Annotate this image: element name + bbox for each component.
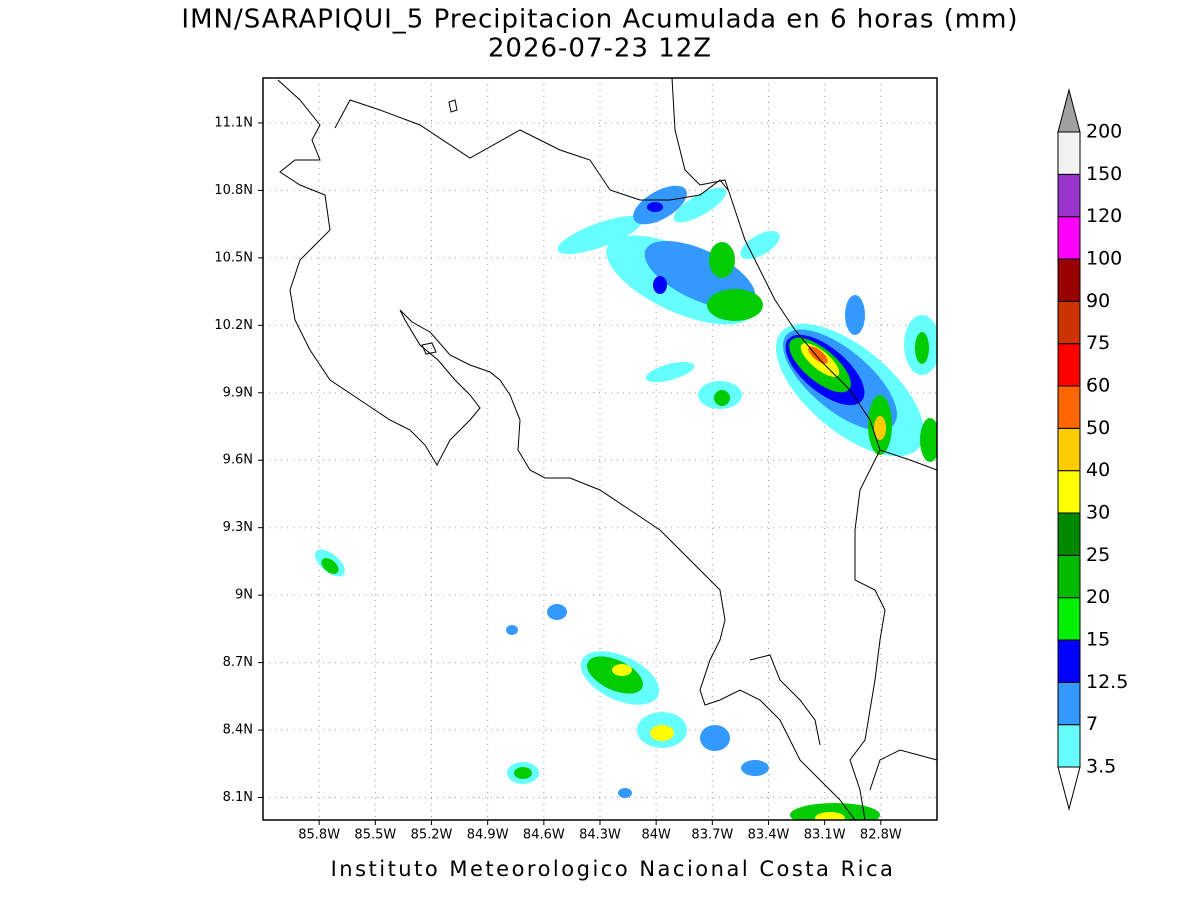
x-tick-label: 84.3W <box>579 828 621 843</box>
colorbar-label: 75 <box>1086 332 1110 354</box>
x-tick-label: 83.1W <box>804 828 846 843</box>
y-tick-label: 10.2N <box>214 318 253 333</box>
x-tick-label: 83.4W <box>748 828 790 843</box>
x-tick-label: 83.7W <box>691 828 733 843</box>
x-tick-label: 84.9W <box>467 828 509 843</box>
x-tick-label: 84W <box>641 828 671 843</box>
colorbar-over <box>1057 88 1081 133</box>
colorbar-label: 120 <box>1086 205 1122 227</box>
y-tick-label: 9.6N <box>223 453 253 468</box>
colorbar-box <box>1057 427 1081 472</box>
colorbar-under <box>1057 766 1081 811</box>
x-tick-label: 85.5W <box>354 828 396 843</box>
colorbar-box <box>1057 597 1081 641</box>
y-tick-label: 10.5N <box>214 250 253 265</box>
x-tick-label: 85.2W <box>411 828 453 843</box>
colorbar-box <box>1057 512 1081 556</box>
title: IMN/SARAPIQUI_5 Precipitacion Acumulada … <box>181 5 1018 35</box>
x-tick-label: 82.8W <box>860 828 902 843</box>
colorbar-label: 3.5 <box>1086 756 1116 778</box>
colorbar-box <box>1057 131 1081 175</box>
y-tick-label: 8.4N <box>223 723 253 738</box>
y-tick-label: 8.1N <box>223 790 253 805</box>
precip-areas <box>315 185 937 820</box>
map-layer <box>277 78 937 820</box>
x-tick-label: 84.6W <box>523 828 565 843</box>
colorbar-label: 12.5 <box>1086 671 1128 693</box>
colorbar-label: 20 <box>1086 586 1110 608</box>
colorbar-label: 30 <box>1086 502 1110 524</box>
colorbar-box <box>1057 173 1081 218</box>
x-tick-label: 85.8W <box>298 828 340 843</box>
colorbar-label: 200 <box>1086 121 1122 143</box>
colorbar-box <box>1057 343 1081 387</box>
y-tick-label: 9N <box>235 588 253 603</box>
grid: 85.8W 85.5W 85.2W 84.9W 84.6W 84.3W 84W 83.7W 83… <box>214 78 937 843</box>
colorbar-label: 90 <box>1086 290 1110 312</box>
colorbar-label: 7 <box>1086 713 1098 735</box>
colorbar-label: 25 <box>1086 544 1110 566</box>
y-tick-label: 8.7N <box>223 655 253 670</box>
colorbar-box <box>1057 639 1081 683</box>
subtitle: 2026-07-23 12Z <box>488 34 712 64</box>
colorbar-label: 15 <box>1086 629 1110 651</box>
colorbar-label: 150 <box>1086 163 1122 185</box>
colorbar-label: 60 <box>1086 375 1110 397</box>
colorbar-box <box>1057 385 1081 429</box>
colorbar-label: 100 <box>1086 248 1122 270</box>
y-tick-label: 9.9N <box>223 385 253 400</box>
colorbar-box <box>1057 554 1081 599</box>
colorbar: 3.5 7 12.5 15 20 25 30 40 50 60 75 90 100 120 150 200 <box>1057 88 1128 811</box>
colorbar-box <box>1057 258 1081 302</box>
colorbar-box <box>1057 300 1081 345</box>
coastlines <box>277 78 937 820</box>
y-tick-label: 11.1N <box>214 115 253 130</box>
colorbar-label: 50 <box>1086 417 1110 439</box>
y-tick-label: 10.8N <box>214 183 253 198</box>
map-frame <box>262 77 938 821</box>
colorbar-box <box>1057 216 1081 260</box>
footer: Instituto Meteorologico Nacional Costa R… <box>331 857 896 881</box>
colorbar-label: 40 <box>1086 459 1110 481</box>
colorbar-box <box>1057 681 1081 726</box>
y-tick-label: 9.3N <box>223 520 253 535</box>
colorbar-box <box>1057 724 1081 768</box>
colorbar-box <box>1057 470 1081 514</box>
